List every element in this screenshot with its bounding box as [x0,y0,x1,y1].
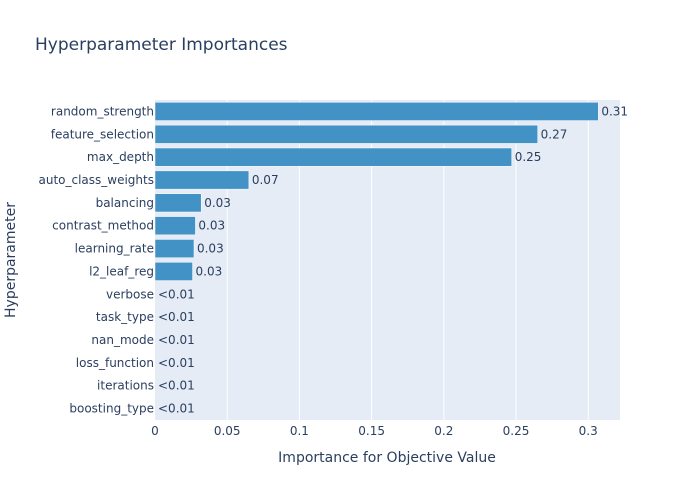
x-tick-label: 0.25 [503,424,530,438]
bars [154,102,599,281]
data-label: 0.07 [252,173,279,187]
y-tick-label: boosting_type [69,402,154,416]
x-tick-label: 0.3 [579,424,598,438]
bar[interactable] [154,102,599,121]
y-tick-label: contrast_method [52,219,154,233]
data-label: <0.01 [158,356,195,370]
x-tick-label: 0 [151,424,159,438]
data-label: 0.27 [541,127,568,141]
x-tick-label: 0.1 [290,424,309,438]
data-label: 0.03 [197,242,224,256]
bar[interactable] [154,239,195,258]
y-tick-label: verbose [106,287,154,301]
data-label: <0.01 [158,310,195,324]
bar[interactable] [154,216,196,236]
bar[interactable] [154,262,193,281]
y-tick-labels: random_strength feature_selection max_dept… [38,104,154,415]
y-tick-label: feature_selection [51,127,154,141]
bar[interactable] [154,170,250,190]
y-tick-label: loss_function [76,356,154,370]
data-label: 0.25 [515,150,542,164]
x-tick-label: 0.2 [434,424,453,438]
data-label: <0.01 [158,333,195,347]
y-tick-label: nan_mode [91,333,154,347]
bar[interactable] [154,124,538,144]
x-tick-label: 0.15 [358,424,385,438]
y-tick-label: l2_leaf_reg [89,264,154,278]
x-tick-label: 0.05 [214,424,241,438]
data-label: <0.01 [158,379,195,393]
data-label: 0.03 [204,196,231,210]
data-label: 0.03 [196,264,223,278]
x-tick-labels: 0 0.05 0.1 0.15 0.2 0.25 0.3 [151,424,598,438]
y-tick-label: iterations [97,379,154,393]
chart-title: Hyperparameter Importances [35,35,288,55]
data-label: 0.31 [601,104,628,118]
bar[interactable] [154,147,512,167]
y-tick-label: max_depth [87,150,154,164]
data-label: <0.01 [158,402,195,416]
data-labels: 0.310.270.250.070.030.030.030.03<0.01<0.… [158,104,628,415]
data-label: 0.03 [198,219,225,233]
y-tick-label: random_strength [51,104,154,118]
data-label: <0.01 [158,287,195,301]
y-tick-label: learning_rate [75,242,154,256]
bar[interactable] [154,193,202,213]
y-tick-label: auto_class_weights [38,173,154,187]
x-axis-title: Importance for Objective Value [278,450,496,466]
y-tick-label: task_type [96,310,154,324]
y-axis-title: Hyperparameter [3,202,19,318]
y-tick-label: balancing [96,196,154,210]
